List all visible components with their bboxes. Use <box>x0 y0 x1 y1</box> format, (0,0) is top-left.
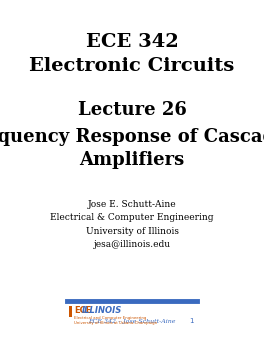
Text: ECE 342: ECE 342 <box>86 33 178 51</box>
Text: 1: 1 <box>189 318 193 324</box>
Text: Lecture 26: Lecture 26 <box>78 101 186 119</box>
Text: Electrical & Computer Engineering: Electrical & Computer Engineering <box>50 213 214 222</box>
FancyBboxPatch shape <box>69 307 72 316</box>
Text: Jose E. Schutt-Aine: Jose E. Schutt-Aine <box>88 200 176 209</box>
Text: ILLINOIS: ILLINOIS <box>82 306 122 315</box>
Text: jesa@illinois.edu: jesa@illinois.edu <box>93 240 171 249</box>
Text: ECE: ECE <box>74 306 91 315</box>
Text: Electronic Circuits: Electronic Circuits <box>29 57 235 75</box>
Text: Frequency Response of Cascaded: Frequency Response of Cascaded <box>0 128 264 146</box>
Text: ECE 342 – Jose Schutt-Aine: ECE 342 – Jose Schutt-Aine <box>88 318 176 324</box>
Text: Amplifiers: Amplifiers <box>79 151 185 169</box>
Text: University of Illinois at Urbana-Champaign: University of Illinois at Urbana-Champai… <box>74 321 157 325</box>
Text: University of Illinois: University of Illinois <box>86 227 178 236</box>
Text: Electrical and Computer Engineering: Electrical and Computer Engineering <box>74 316 146 320</box>
